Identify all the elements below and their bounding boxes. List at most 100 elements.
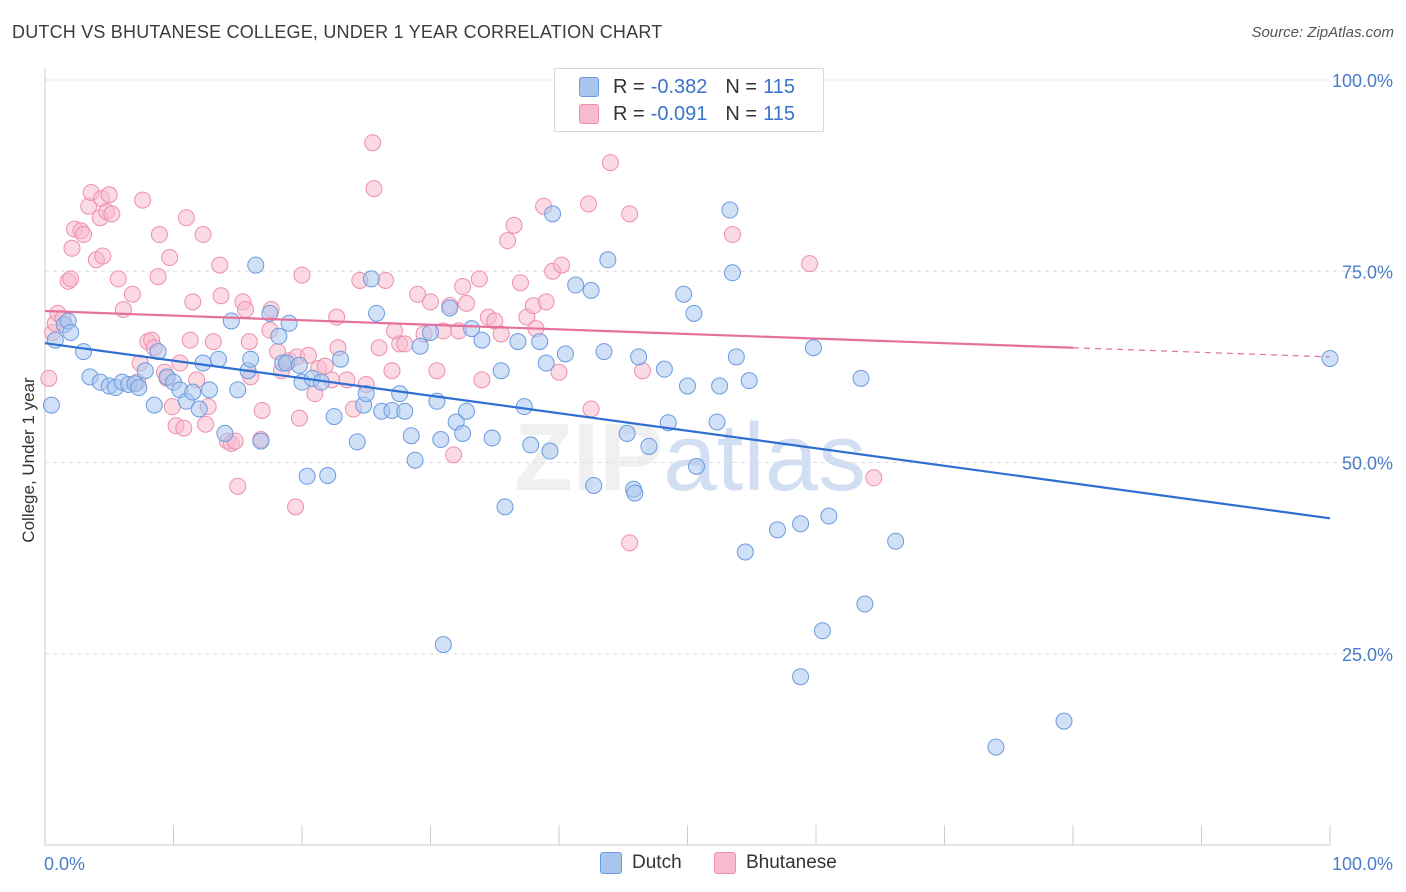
bhutanese-point <box>181 331 199 349</box>
bhutanese-point <box>204 333 222 351</box>
dutch-point <box>483 429 501 447</box>
stats-legend: R = -0.382 N = 115 R = -0.091 N = 115 <box>554 68 824 132</box>
chart-title: DUTCH VS BHUTANESE COLLEGE, UNDER 1 YEAR… <box>12 22 663 42</box>
x-tick-label: 100.0% <box>1332 854 1393 874</box>
dutch-point <box>242 350 260 368</box>
dutch-point <box>736 543 754 561</box>
y-axis-label: College, Under 1 year <box>19 377 38 543</box>
dutch-point <box>1055 712 1073 730</box>
dutch-point <box>75 343 93 361</box>
dutch-point <box>804 339 822 357</box>
bhutanese-point <box>109 270 127 288</box>
bhutanese-point <box>492 325 510 343</box>
bhutanese-point <box>505 216 523 234</box>
dutch-points <box>42 201 1339 756</box>
dutch-n-value: 115 <box>763 75 795 98</box>
dutch-trend-line <box>44 342 1331 520</box>
dutch-point <box>184 383 202 401</box>
dutch-point <box>708 413 726 431</box>
dutch-point <box>290 356 308 374</box>
dutch-point <box>422 323 439 341</box>
bhutanese-point <box>473 371 491 389</box>
bottom-legend-dutch: Dutch <box>600 852 682 874</box>
x-tick-label: 0.0% <box>44 854 85 874</box>
dutch-point <box>492 362 510 380</box>
bhutanese-point <box>211 256 229 274</box>
dutch-point <box>496 498 514 516</box>
bhutanese-point <box>103 205 121 223</box>
dutch-point <box>252 432 270 450</box>
dutch-point <box>856 595 874 613</box>
bhutanese-point <box>163 398 181 416</box>
bhutanese-point <box>177 209 195 227</box>
bhutanese-point <box>123 285 141 303</box>
dutch-point <box>209 350 227 368</box>
bhutanese-trend-line <box>44 309 1074 349</box>
watermark: ZIPatlas <box>514 404 866 511</box>
dutch-point <box>640 437 658 455</box>
dutch-point <box>130 379 148 397</box>
bhutanese-point <box>457 294 475 312</box>
bhutanese-point <box>149 268 167 286</box>
dutch-point <box>411 337 429 355</box>
dutch-point <box>685 304 703 322</box>
bhutanese-point <box>801 255 819 273</box>
bhutanese-point <box>175 419 193 437</box>
dutch-point <box>1321 349 1339 367</box>
bhutanese-point <box>75 226 93 244</box>
dutch-point <box>391 385 409 403</box>
dutch-point <box>247 256 265 274</box>
dutch-point <box>675 285 693 303</box>
bottom-dutch-label: Dutch <box>632 852 682 873</box>
dutch-point <box>723 264 741 282</box>
dutch-point <box>768 521 786 539</box>
bhutanese-point <box>134 191 152 209</box>
bhutanese-point <box>364 134 382 152</box>
dutch-point <box>544 205 562 223</box>
bhutanese-point <box>194 226 212 244</box>
bhutanese-point <box>499 232 517 250</box>
bhutanese-point <box>865 469 883 487</box>
bhutanese-point <box>470 270 488 288</box>
dutch-point <box>727 348 745 366</box>
dutch-point <box>402 427 420 445</box>
dutch-point <box>190 400 208 418</box>
bhutanese-point <box>94 247 112 265</box>
bhutanese-r-value: -0.091 <box>650 102 708 125</box>
bhutanese-point <box>422 293 439 311</box>
bhutanese-point <box>40 369 58 387</box>
bhutanese-point <box>511 274 529 292</box>
dutch-point <box>457 402 475 420</box>
dutch-point <box>434 636 452 654</box>
bhutanese-point <box>212 287 230 305</box>
bhutanese-point <box>621 534 639 552</box>
dutch-point <box>270 327 288 345</box>
dutch-point <box>537 354 555 372</box>
bottom-legend-bhutanese: Bhutanese <box>714 852 837 874</box>
bottom-bhutanese-label: Bhutanese <box>746 852 837 873</box>
dutch-point <box>280 314 298 332</box>
bhutanese-point <box>550 363 568 381</box>
dutch-point <box>556 345 574 363</box>
y-tick-label: 50.0% <box>1342 454 1393 474</box>
bhutanese-point <box>621 205 639 223</box>
dutch-point <box>655 360 673 378</box>
bhutanese-r-label: R = <box>613 102 645 125</box>
trend-lines <box>44 309 1331 520</box>
bhutanese-point <box>229 477 247 495</box>
bhutanese-point <box>383 362 401 380</box>
bhutanese-point <box>236 301 254 318</box>
dutch-point <box>567 276 585 294</box>
dutch-point <box>357 385 375 403</box>
bhutanese-point <box>582 400 600 418</box>
bhutanese-swatch <box>579 104 599 124</box>
bhutanese-point <box>396 335 414 353</box>
dutch-point <box>852 369 870 387</box>
bhutanese-point <box>240 333 258 351</box>
dutch-point <box>509 333 527 351</box>
dutch-point <box>585 476 603 494</box>
bhutanese-point <box>601 154 619 172</box>
dutch-point <box>216 424 234 442</box>
bhutanese-point <box>377 271 395 289</box>
watermark-atlas: atlas <box>663 404 866 511</box>
